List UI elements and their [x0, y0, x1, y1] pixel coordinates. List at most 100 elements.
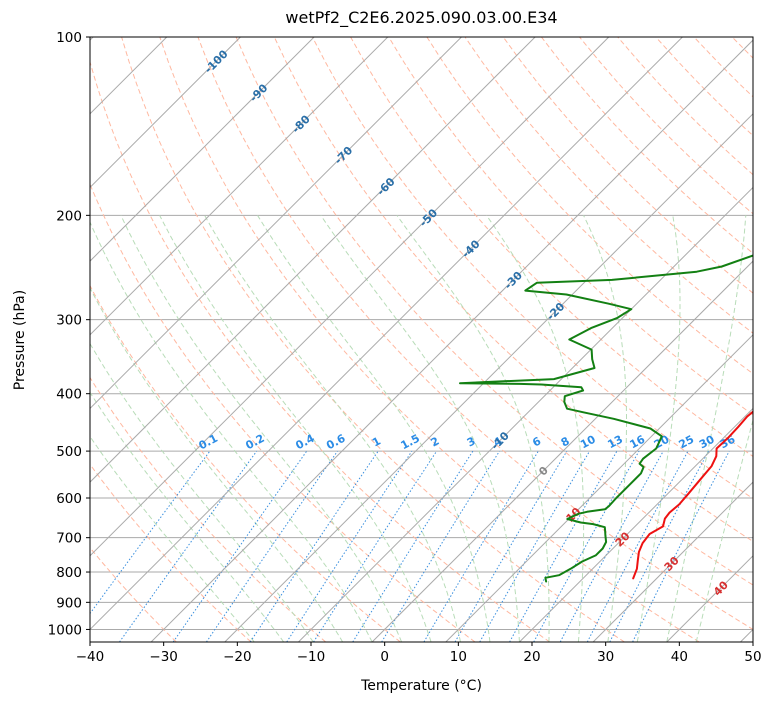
dry-adiabat — [311, 37, 753, 500]
moist-adiabat — [204, 215, 461, 642]
dry-adiabat — [350, 37, 753, 458]
x-tick-label: 30 — [597, 649, 614, 665]
isotherm — [298, 186, 753, 642]
moist-adiabat — [636, 215, 681, 642]
mixing-ratio-line — [119, 450, 258, 642]
mixing-ratio-line — [205, 450, 338, 642]
isotherm — [150, 39, 753, 642]
dry-adiabat — [90, 284, 401, 642]
plot-frame — [89, 36, 754, 643]
isotherm — [371, 260, 753, 642]
y-tick: 700 — [56, 531, 90, 547]
y-axis-ticks: 1000 900 800 700 600 500 400 300 200 100 — [48, 30, 90, 638]
skewed-isotherms — [90, 37, 753, 642]
moist-adiabat — [583, 215, 627, 642]
x-tick: 40 — [671, 642, 688, 665]
dry-adiabat — [90, 546, 177, 642]
x-tick: 20 — [523, 642, 541, 665]
isotherm — [90, 37, 94, 41]
dry-adiabat — [655, 37, 753, 137]
dewpoint-profile — [459, 254, 753, 583]
moist-adiabat — [90, 220, 373, 642]
x-tick: −20 — [223, 642, 252, 665]
isotherm-label: 40 — [711, 578, 731, 598]
isotherm — [519, 407, 753, 642]
y-tick-label: 900 — [56, 595, 82, 611]
mixing-ratio-line — [352, 450, 474, 642]
isotherm-label: -70 — [332, 144, 355, 167]
dry-adiabat — [273, 37, 753, 543]
mixing-ratio-label: 6 — [530, 434, 543, 449]
y-tick-label: 200 — [56, 208, 82, 224]
x-tick: −40 — [76, 642, 105, 665]
dry-adiabat — [541, 37, 753, 254]
x-tick: 10 — [450, 642, 467, 665]
pressure-gridlines — [90, 37, 753, 630]
y-tick-label: 400 — [56, 387, 82, 403]
chart-title: wetPf2_C2E6.2025.090.03.00.E34 — [285, 8, 558, 27]
mixing-ratio-label: 16 — [628, 433, 648, 452]
dry-adiabat — [388, 37, 753, 416]
dry-adiabat — [90, 463, 252, 642]
dry-adiabat — [770, 37, 775, 642]
moist-adiabat — [90, 286, 344, 642]
y-tick: 900 — [56, 595, 90, 611]
dry-adiabat — [121, 37, 625, 642]
isotherm-label: -50 — [417, 206, 440, 229]
y-tick: 500 — [56, 444, 90, 460]
mixing-ratio-line — [286, 450, 413, 642]
y-tick: 800 — [56, 565, 90, 581]
y-tick-label: 500 — [56, 444, 82, 460]
x-tick-label: 20 — [523, 649, 540, 665]
x-tick-label: −20 — [223, 649, 252, 665]
isotherm — [90, 37, 241, 189]
mixing-ratio-lines — [90, 450, 730, 642]
y-tick-label: 700 — [56, 531, 82, 547]
mixing-ratio-line — [586, 450, 689, 642]
dry-adiabat — [693, 37, 753, 98]
y-tick: 200 — [56, 208, 90, 224]
isotherm — [90, 37, 389, 336]
dry-adiabats — [90, 37, 775, 642]
y-tick-label: 100 — [56, 30, 82, 46]
moist-adiabats — [90, 215, 753, 642]
y-tick-label: 1000 — [48, 622, 82, 638]
dry-adiabat — [464, 37, 753, 334]
mixing-ratio-line — [313, 450, 438, 642]
mixing-ratio-line — [533, 450, 640, 642]
x-tick-label: −40 — [76, 649, 105, 665]
mixing-ratio-line — [609, 450, 709, 642]
moist-adiabat — [666, 215, 747, 642]
mixing-ratio-line — [90, 450, 211, 615]
x-tick-label: 0 — [380, 649, 389, 665]
mixing-ratio-label: 13 — [605, 433, 625, 452]
isotherm — [592, 481, 753, 642]
y-tick: 1000 — [48, 622, 90, 638]
y-tick: 600 — [56, 491, 90, 507]
mixing-ratio-label: 30 — [697, 433, 717, 452]
mixing-ratio-line — [423, 450, 539, 642]
x-tick-label: 50 — [744, 649, 761, 665]
dry-adiabat — [426, 37, 753, 375]
x-tick: 50 — [744, 642, 762, 665]
moist-adiabat — [90, 391, 285, 642]
profile-series — [459, 254, 753, 583]
isotherm — [90, 37, 462, 410]
x-tick-label: 40 — [671, 649, 688, 665]
mixing-ratio-label: 0.4 — [293, 432, 317, 453]
x-axis-ticks: −40 −30 −20 −10 0 10 20 30 40 50 — [76, 642, 762, 665]
mixing-ratio-line — [172, 450, 308, 642]
isotherm — [224, 113, 753, 642]
mixing-ratio-label: 2 — [429, 434, 442, 449]
mixing-ratio-label: 8 — [559, 434, 572, 449]
y-tick-label: 800 — [56, 565, 82, 581]
mixing-ratio-label: 3 — [465, 434, 478, 449]
x-tick: 0 — [380, 642, 389, 665]
mixing-ratio-label: 10 — [578, 433, 598, 452]
mixing-ratio-line — [454, 450, 568, 642]
y-tick-label: 600 — [56, 491, 82, 507]
isotherm — [740, 628, 753, 642]
x-tick: −30 — [149, 642, 178, 665]
dry-adiabat — [617, 37, 753, 176]
